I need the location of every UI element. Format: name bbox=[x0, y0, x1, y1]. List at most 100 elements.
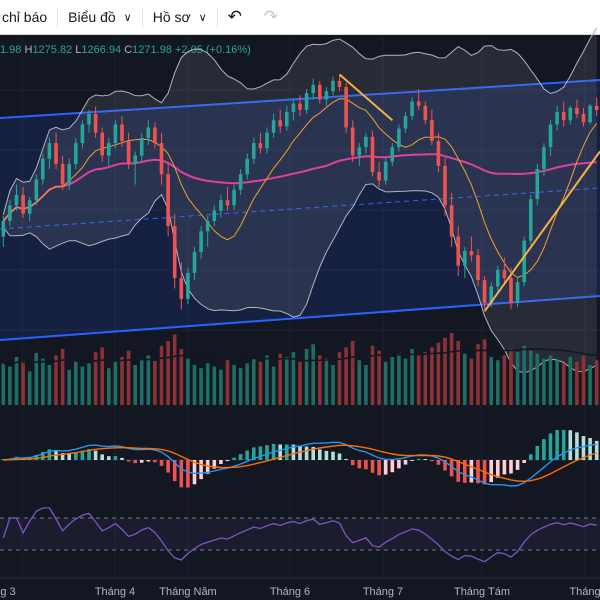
toolbar-divider bbox=[216, 7, 218, 27]
profile-dropdown[interactable]: Hồ sơ ∨ bbox=[153, 0, 207, 34]
candle-body bbox=[344, 87, 348, 128]
candle-body bbox=[377, 172, 381, 181]
candle-body bbox=[588, 105, 592, 123]
macd-histogram-bar bbox=[74, 452, 78, 460]
candle-body bbox=[515, 282, 520, 303]
volume-bar bbox=[529, 350, 533, 405]
indicators-label: chỉ báo bbox=[2, 9, 48, 25]
candle-body bbox=[133, 155, 137, 164]
bollinger-fill bbox=[3, 27, 597, 373]
chart-type-dropdown[interactable]: Biểu đồ ∨ bbox=[68, 0, 132, 34]
change-value: +2.05 (+0.16%) bbox=[175, 44, 251, 56]
candle-body bbox=[581, 114, 586, 123]
candle-body bbox=[542, 147, 546, 169]
signal-line bbox=[3, 444, 597, 483]
x-axis-tick-label: Tháng bbox=[569, 586, 600, 598]
indicators-button[interactable]: chỉ báo bbox=[0, 0, 47, 34]
x-axis-tick-label: g 3 bbox=[0, 586, 15, 598]
candle-body bbox=[496, 269, 500, 287]
volume-bar bbox=[166, 341, 170, 405]
x-axis-tick-label: Tháng 6 bbox=[270, 586, 310, 598]
candle-body bbox=[80, 124, 85, 144]
macd-histogram-bar bbox=[469, 460, 474, 483]
redo-icon[interactable]: ↷ bbox=[263, 7, 278, 26]
candle-body bbox=[21, 195, 25, 214]
volume-bar bbox=[47, 365, 52, 405]
undo-icon[interactable]: ↶ bbox=[227, 7, 242, 26]
macd-histogram-bar bbox=[403, 460, 408, 465]
macd-histogram-bar bbox=[416, 458, 421, 460]
candle-body bbox=[555, 111, 559, 125]
x-axis-tick-label: Tháng 4 bbox=[95, 586, 135, 598]
volume-bar bbox=[489, 357, 493, 405]
volume-bar bbox=[146, 355, 151, 405]
macd-histogram-bar bbox=[502, 460, 507, 475]
volume-bar bbox=[238, 368, 243, 405]
volume-bar bbox=[298, 361, 302, 405]
macd-histogram-bar bbox=[252, 447, 256, 460]
volume-bar bbox=[423, 352, 428, 405]
channel-area bbox=[0, 80, 600, 340]
candle-body bbox=[449, 205, 454, 237]
ma-fast-line bbox=[2, 98, 598, 279]
volume-bar bbox=[390, 357, 395, 405]
candle-body bbox=[34, 179, 39, 201]
macd-histogram-bar bbox=[423, 459, 428, 460]
candle-body bbox=[252, 143, 256, 159]
macd-histogram-bar bbox=[496, 460, 500, 478]
chevron-down-icon: ∨ bbox=[123, 11, 132, 24]
macd-histogram-bar bbox=[463, 460, 467, 483]
candle-body bbox=[509, 278, 513, 303]
macd-histogram-bar bbox=[179, 460, 184, 488]
macd-histogram-bar bbox=[159, 460, 164, 466]
macd-histogram-bar bbox=[324, 450, 329, 460]
candle-body bbox=[54, 143, 58, 164]
macd-pane bbox=[0, 429, 600, 488]
volume-bar bbox=[581, 355, 586, 405]
macd-histogram-bar bbox=[515, 460, 520, 470]
macd-histogram-bar bbox=[285, 444, 289, 460]
macd-histogram-bar bbox=[153, 460, 157, 463]
volume-bar bbox=[41, 358, 45, 405]
candle-body bbox=[436, 141, 441, 166]
macd-histogram-bar bbox=[364, 460, 368, 470]
candle-body bbox=[298, 103, 302, 110]
candle-body bbox=[192, 252, 197, 273]
candle-body bbox=[548, 124, 553, 148]
candle-body bbox=[47, 143, 52, 159]
macd-histogram-bar bbox=[87, 449, 91, 460]
macd-histogram-bar bbox=[331, 451, 335, 460]
volume-bar bbox=[120, 357, 124, 405]
volume-bar bbox=[67, 369, 71, 405]
macd-histogram-bar bbox=[529, 454, 533, 460]
close-key: C bbox=[124, 44, 133, 56]
macd-histogram-bar bbox=[337, 453, 342, 460]
volume-bar bbox=[192, 365, 197, 405]
macd-histogram-bar bbox=[397, 460, 401, 469]
toolbar-divider bbox=[141, 7, 143, 27]
macd-histogram-bar bbox=[542, 439, 546, 460]
volume-bar bbox=[14, 357, 19, 405]
candle-body bbox=[258, 143, 263, 149]
candle-body bbox=[74, 143, 78, 164]
candle-body bbox=[8, 205, 12, 221]
candle-body bbox=[331, 80, 335, 92]
macd-histogram-bar bbox=[588, 438, 592, 460]
volume-bar bbox=[594, 360, 599, 405]
candle-body bbox=[337, 80, 342, 87]
macd-histogram-bar bbox=[192, 460, 197, 485]
candle-body bbox=[14, 195, 19, 206]
candle-body bbox=[153, 127, 157, 144]
volume-bar bbox=[555, 360, 559, 405]
candle-body bbox=[27, 200, 32, 214]
volume-bar bbox=[159, 345, 164, 405]
candle-body bbox=[291, 103, 296, 112]
candle-body bbox=[430, 120, 434, 141]
volume-bar bbox=[153, 361, 157, 405]
channel-mid-line bbox=[0, 187, 600, 230]
volume-bar bbox=[199, 368, 203, 405]
volume-bar bbox=[278, 353, 282, 405]
candle-body bbox=[238, 174, 243, 190]
macd-histogram-bar bbox=[219, 460, 223, 464]
